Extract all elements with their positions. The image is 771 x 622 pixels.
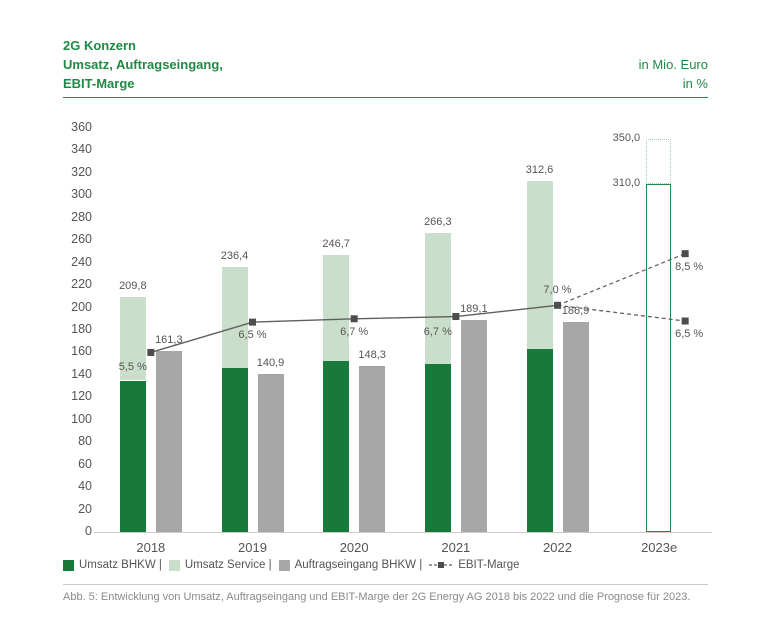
x-tick-2019: 2019 bbox=[238, 540, 267, 555]
label-ebit-forecast-upper: 8,5 % bbox=[675, 260, 704, 273]
y-tick-label: 220 bbox=[71, 277, 92, 292]
label-ebit-2021: 6,7 % bbox=[423, 325, 452, 338]
y-tick-label: 360 bbox=[71, 120, 92, 134]
bar-umsatz-bhkw-2018 bbox=[119, 380, 146, 532]
ebit-marker bbox=[350, 315, 358, 323]
y-tick-label: 280 bbox=[71, 209, 92, 224]
y-tick-label: 120 bbox=[71, 389, 92, 404]
label-auftragseingang-2018: 161,3 bbox=[155, 333, 183, 346]
bar-umsatz-service-2022 bbox=[526, 181, 553, 350]
bar-umsatz-service-2018 bbox=[119, 296, 146, 381]
label-auftragseingang-2022: 186,9 bbox=[561, 305, 590, 318]
y-tick-label: 20 bbox=[78, 501, 92, 516]
x-tick-2022: 2022 bbox=[543, 540, 572, 555]
bar-umsatz-service-2019 bbox=[221, 266, 248, 369]
label-umsatz-2018: 209,8 bbox=[119, 279, 147, 292]
legend-label-umsatz_bhkw: Umsatz BHKW | bbox=[79, 559, 162, 571]
label-ebit-2019: 6,5 % bbox=[238, 329, 267, 342]
legend-item-umsatz_service: Umsatz Service | bbox=[168, 559, 272, 571]
caption-divider bbox=[63, 584, 708, 585]
x-tick-2021: 2021 bbox=[441, 540, 471, 555]
y-tick-label: 80 bbox=[78, 434, 92, 449]
header-divider bbox=[63, 97, 708, 98]
x-tick-2023e: 2023e bbox=[641, 540, 678, 555]
bar-auftragseingang-2018 bbox=[155, 350, 182, 532]
unit-mio-euro: in Mio. Euro bbox=[638, 57, 708, 72]
bar-umsatz-bhkw-2022 bbox=[526, 349, 553, 532]
bar-umsatz-bhkw-2020 bbox=[323, 361, 350, 532]
label-ebit-forecast-lower: 6,5 % bbox=[675, 328, 704, 341]
bar-forecast-target-2023e bbox=[646, 184, 672, 532]
label-umsatz-2019: 236,4 bbox=[220, 249, 249, 262]
label-auftragseingang-2019: 140,9 bbox=[256, 356, 285, 369]
y-tick-label: 320 bbox=[71, 164, 92, 179]
y-tick-label: 180 bbox=[71, 322, 92, 336]
y-tick-label: 60 bbox=[78, 456, 92, 471]
chart-title-line3: EBIT-Marge bbox=[63, 76, 135, 91]
label-auftragseingang-2020: 148,3 bbox=[358, 348, 386, 361]
legend-label-auftragseingang: Auftragseingang BHKW | bbox=[294, 559, 423, 571]
ebit-marker bbox=[681, 250, 689, 258]
bar-auftragseingang-2019 bbox=[257, 373, 284, 532]
label-umsatz-2022: 312,6 bbox=[525, 164, 554, 177]
label-auftragseingang-2021: 189,1 bbox=[460, 302, 488, 315]
bar-auftragseingang-2022 bbox=[562, 322, 589, 532]
label-ebit-2020: 6,7 % bbox=[340, 325, 369, 338]
label-ebit-2022: 7,0 % bbox=[543, 284, 572, 297]
ebit-marker bbox=[249, 318, 256, 326]
label-forecast-upper: 350,0 bbox=[612, 132, 641, 145]
figure-caption: Abb. 5: Entwicklung von Umsatz, Auftrags… bbox=[63, 591, 691, 603]
chart-legend: Umsatz BHKW | Umsatz Service | Auftragsein… bbox=[63, 559, 520, 571]
bar-auftragseingang-2020 bbox=[359, 365, 386, 532]
bar-umsatz-service-2021 bbox=[424, 233, 451, 364]
unit-percent: in % bbox=[682, 76, 708, 91]
chart-title-line1: 2G Konzern bbox=[63, 38, 136, 53]
x-tick-2018: 2018 bbox=[136, 540, 166, 555]
label-ebit-2018: 5,5 % bbox=[118, 361, 147, 374]
ebit-marker bbox=[681, 317, 689, 325]
umsatz_bhkw-swatch-icon bbox=[63, 559, 74, 571]
legend-item-auftragseingang: Auftragseingang BHKW | bbox=[278, 559, 423, 571]
y-tick-label: 200 bbox=[71, 299, 92, 314]
y-tick-label: 300 bbox=[71, 187, 92, 202]
y-tick-label: 240 bbox=[71, 254, 92, 269]
bar-auftragseingang-2021 bbox=[460, 319, 487, 532]
legend-label-ebit: EBIT-Marge bbox=[458, 559, 520, 571]
legend-item-umsatz_bhkw: Umsatz BHKW | bbox=[63, 559, 162, 571]
y-tick-label: 340 bbox=[71, 142, 92, 157]
label-umsatz-2021: 266,3 bbox=[424, 216, 452, 229]
ebit-marker bbox=[147, 348, 155, 356]
label-umsatz-2020: 246,7 bbox=[322, 238, 350, 251]
bar-umsatz-service-2020 bbox=[323, 255, 350, 362]
legend-label-umsatz_service: Umsatz Service | bbox=[184, 559, 272, 571]
bar-umsatz-bhkw-2021 bbox=[424, 363, 451, 532]
bar-forecast-upper-2023e bbox=[646, 139, 672, 185]
y-tick-label: 140 bbox=[71, 366, 92, 381]
chart-title-line2: Umsatz, Auftragseingang, bbox=[63, 57, 223, 72]
chart-title: 2G Konzern Umsatz, Auftragseingang, EBIT… bbox=[63, 36, 223, 93]
y-tick-label: 260 bbox=[71, 232, 92, 247]
x-axis-line bbox=[94, 532, 712, 533]
ebit-legend-icon bbox=[429, 562, 454, 568]
y-tick-label: 40 bbox=[78, 479, 92, 494]
x-tick-2020: 2020 bbox=[339, 540, 369, 555]
auftragseingang-swatch-icon bbox=[278, 559, 290, 571]
label-forecast-target: 310,0 bbox=[612, 177, 641, 190]
bar-umsatz-bhkw-2019 bbox=[221, 368, 248, 532]
legend-item-ebit: EBIT-Marge bbox=[429, 559, 520, 571]
chart-units: in Mio. Euro in % bbox=[480, 55, 708, 93]
y-tick-label: 0 bbox=[85, 524, 92, 538]
umsatz_service-swatch-icon bbox=[168, 559, 180, 571]
y-tick-label: 160 bbox=[71, 344, 92, 359]
y-tick-label: 100 bbox=[71, 411, 92, 426]
